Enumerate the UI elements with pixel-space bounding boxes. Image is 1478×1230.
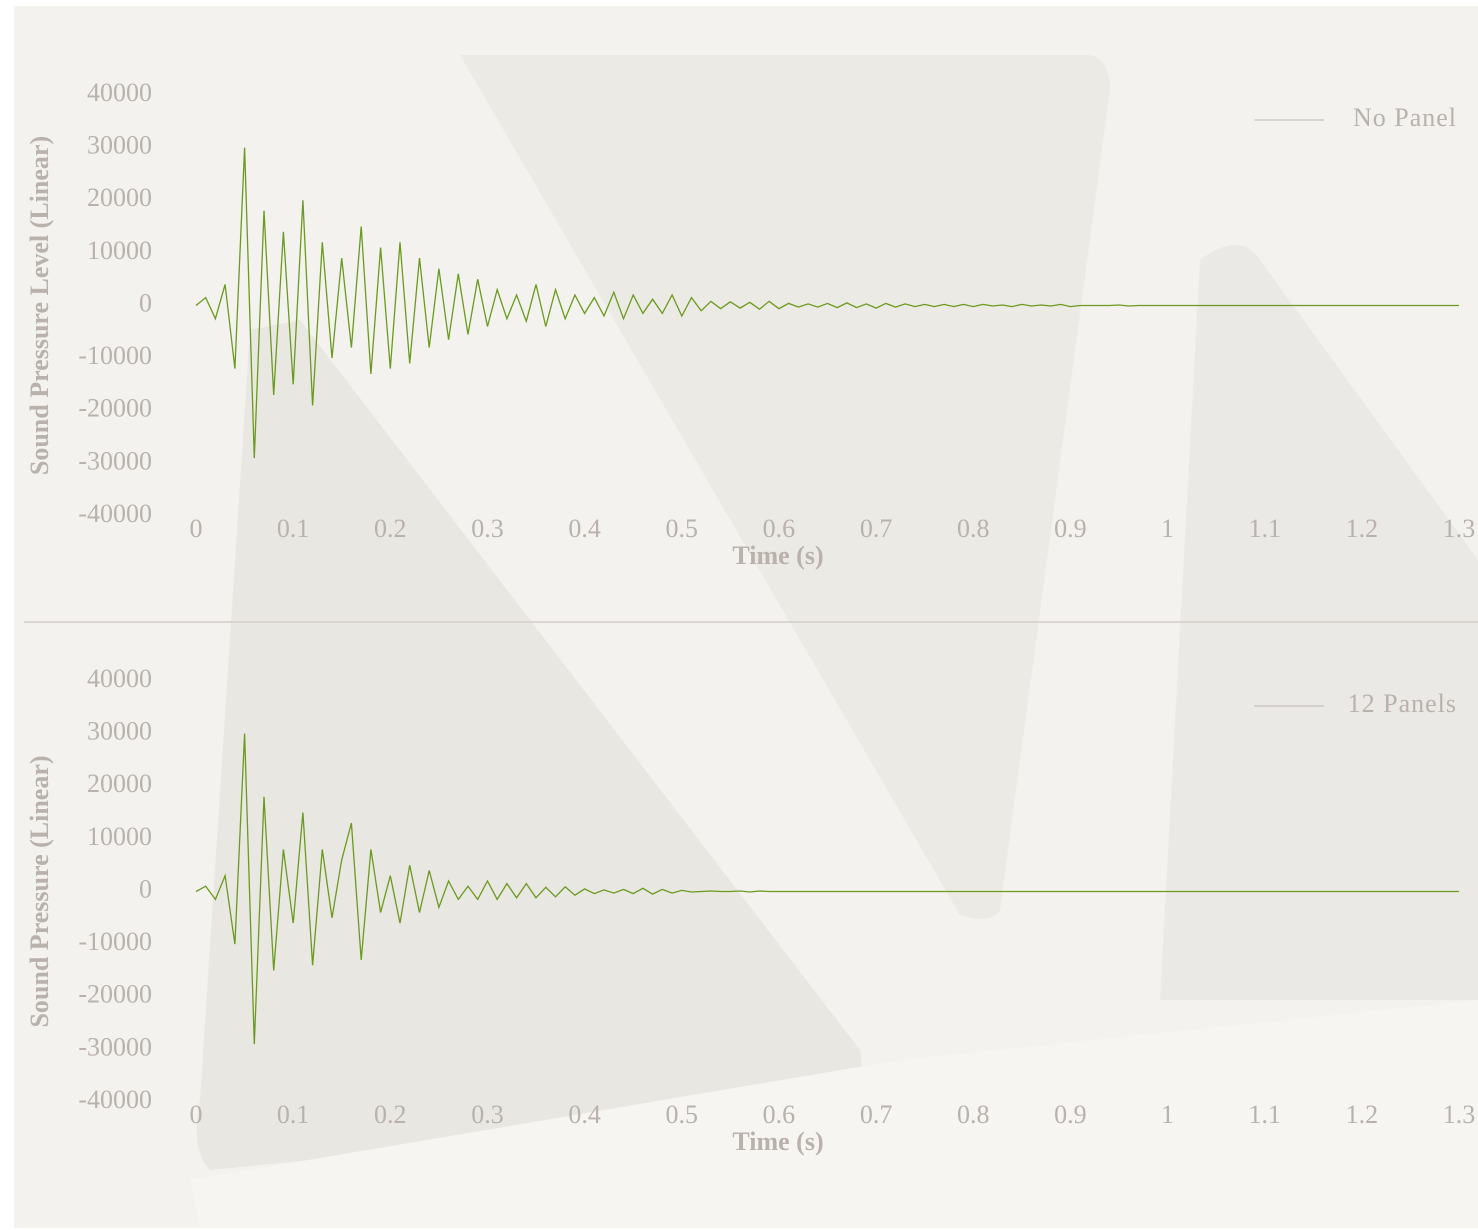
decor-shape xyxy=(196,320,862,1170)
waveform-line xyxy=(195,147,1459,459)
x-tick-label: 1.1 xyxy=(1248,514,1281,543)
y-axis-title: Sound Pressure Level (Linear) xyxy=(25,136,54,475)
y-tick-label: -10000 xyxy=(78,927,152,956)
x-tick-label: 1.2 xyxy=(1346,1100,1379,1129)
x-axis-title: Time (s) xyxy=(732,541,823,570)
x-tick-label: 0.9 xyxy=(1054,514,1087,543)
x-tick-label: 0.6 xyxy=(763,514,796,543)
x-tick-label: 1.1 xyxy=(1248,1100,1281,1129)
y-tick-label: -40000 xyxy=(78,1085,152,1114)
x-tick-label: 1 xyxy=(1161,1100,1174,1129)
x-tick-label: 0.2 xyxy=(374,514,407,543)
x-tick-label: 0.6 xyxy=(763,1100,796,1129)
x-tick-label: 0.3 xyxy=(471,514,504,543)
x-axis-title: Time (s) xyxy=(732,1127,823,1156)
x-tick-label: 0.5 xyxy=(666,514,699,543)
x-tick-label: 0.9 xyxy=(1054,1100,1087,1129)
y-tick-label: 40000 xyxy=(87,664,152,693)
x-tick-label: 1 xyxy=(1161,514,1174,543)
y-tick-label: 10000 xyxy=(87,236,152,265)
legend-label: No Panel xyxy=(1353,103,1457,132)
y-tick-label: -40000 xyxy=(78,499,152,528)
y-tick-label: -20000 xyxy=(78,394,152,423)
y-tick-label: 30000 xyxy=(87,717,152,746)
x-tick-label: 0.7 xyxy=(860,514,893,543)
x-tick-label: 0 xyxy=(190,514,203,543)
x-tick-label: 1.3 xyxy=(1443,514,1476,543)
decor-shape xyxy=(190,1000,1478,1228)
y-tick-label: 20000 xyxy=(87,769,152,798)
y-tick-label: 40000 xyxy=(87,78,152,107)
decor-shape xyxy=(460,55,1110,919)
x-tick-label: 0.8 xyxy=(957,514,990,543)
x-tick-label: 0.2 xyxy=(374,1100,407,1129)
x-tick-label: 0 xyxy=(190,1100,203,1129)
x-tick-label: 0.7 xyxy=(860,1100,893,1129)
x-tick-label: 0.8 xyxy=(957,1100,990,1129)
x-tick-label: 0.4 xyxy=(568,1100,601,1129)
x-tick-label: 1.2 xyxy=(1346,514,1379,543)
y-tick-label: -30000 xyxy=(78,1032,152,1061)
x-tick-label: 0.4 xyxy=(568,514,601,543)
legend-label: 12 Panels xyxy=(1348,689,1457,718)
x-tick-label: 0.1 xyxy=(277,1100,310,1129)
y-tick-label: -20000 xyxy=(78,980,152,1009)
waveform-line xyxy=(195,733,1459,1045)
y-tick-label: 30000 xyxy=(87,131,152,160)
x-tick-label: 0.5 xyxy=(666,1100,699,1129)
y-tick-label: 20000 xyxy=(87,183,152,212)
x-tick-label: 1.3 xyxy=(1443,1100,1476,1129)
y-tick-label: 10000 xyxy=(87,822,152,851)
y-tick-label: -30000 xyxy=(78,446,152,475)
x-tick-label: 0.3 xyxy=(471,1100,504,1129)
x-tick-label: 0.1 xyxy=(277,514,310,543)
y-tick-label: -10000 xyxy=(78,341,152,370)
y-axis-title: Sound Pressure (Linear) xyxy=(25,755,54,1027)
y-tick-label: 0 xyxy=(139,874,152,903)
y-tick-label: 0 xyxy=(139,288,152,317)
